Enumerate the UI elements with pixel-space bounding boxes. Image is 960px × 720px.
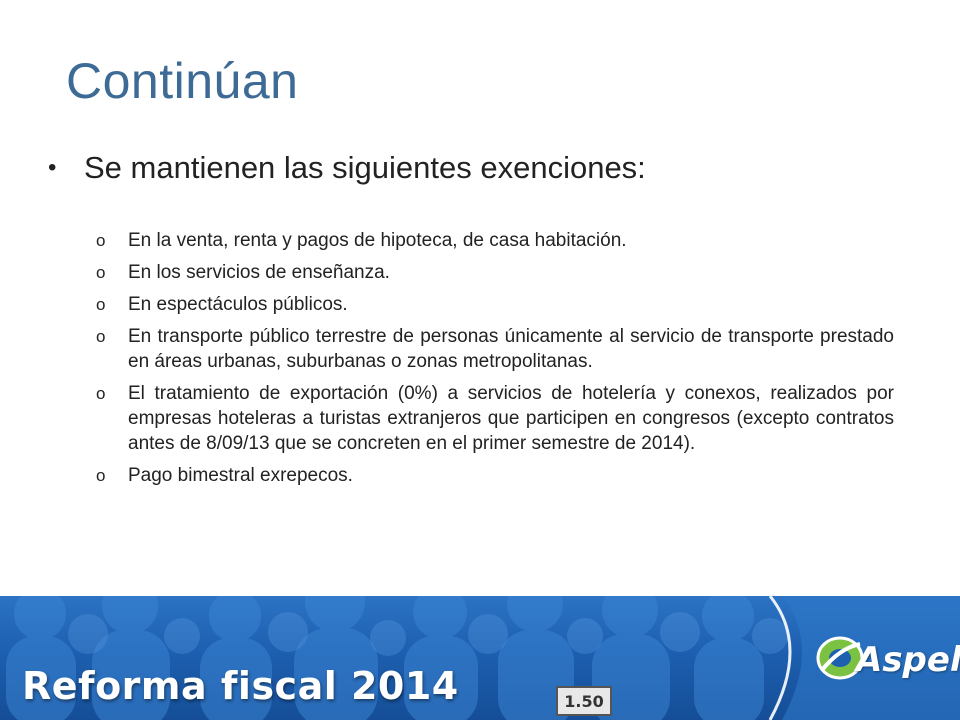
list-item: o En la venta, renta y pagos de hipoteca… xyxy=(96,228,894,253)
sub-bullet-marker: o xyxy=(96,466,106,485)
price-tag: 1.50 xyxy=(556,686,612,716)
list-item-text: Pago bimestral exrepecos. xyxy=(128,465,353,486)
list-item-text: En la venta, renta y pagos de hipoteca, … xyxy=(128,230,627,251)
footer-title: Reforma fiscal 2014 xyxy=(22,664,459,708)
list-item: o Pago bimestral exrepecos. xyxy=(96,463,894,488)
bullet-marker: • xyxy=(48,154,57,181)
exemptions-list: o En la venta, renta y pagos de hipoteca… xyxy=(96,228,894,495)
list-item: o En espectáculos públicos. xyxy=(96,292,894,317)
list-item-text: En los servicios de enseñanza. xyxy=(128,262,390,283)
sub-bullet-marker: o xyxy=(96,231,106,250)
list-item: o En los servicios de enseñanza. xyxy=(96,260,894,285)
slide-title: Continúan xyxy=(66,53,299,109)
main-bullet-text: Se mantienen las siguientes exenciones: xyxy=(84,150,646,185)
list-item-text: El tratamiento de exportación (0%) a ser… xyxy=(128,383,894,454)
sub-bullet-marker: o xyxy=(96,295,106,314)
list-item-text: En transporte público terrestre de perso… xyxy=(128,326,894,372)
main-bullet: • Se mantienen las siguientes exenciones… xyxy=(48,146,646,190)
sub-bullet-marker: o xyxy=(96,327,106,346)
sub-bullet-marker: o xyxy=(96,263,106,282)
list-item-text: En espectáculos públicos. xyxy=(128,294,348,315)
footer-banner: 1.50 Aspel Reforma fiscal 2014 xyxy=(0,596,960,720)
aspel-logo-icon xyxy=(816,636,864,680)
list-item: o El tratamiento de exportación (0%) a s… xyxy=(96,381,894,456)
list-item: o En transporte público terrestre de per… xyxy=(96,324,894,374)
logo-text: Aspel xyxy=(856,640,960,680)
sub-bullet-marker: o xyxy=(96,384,106,403)
